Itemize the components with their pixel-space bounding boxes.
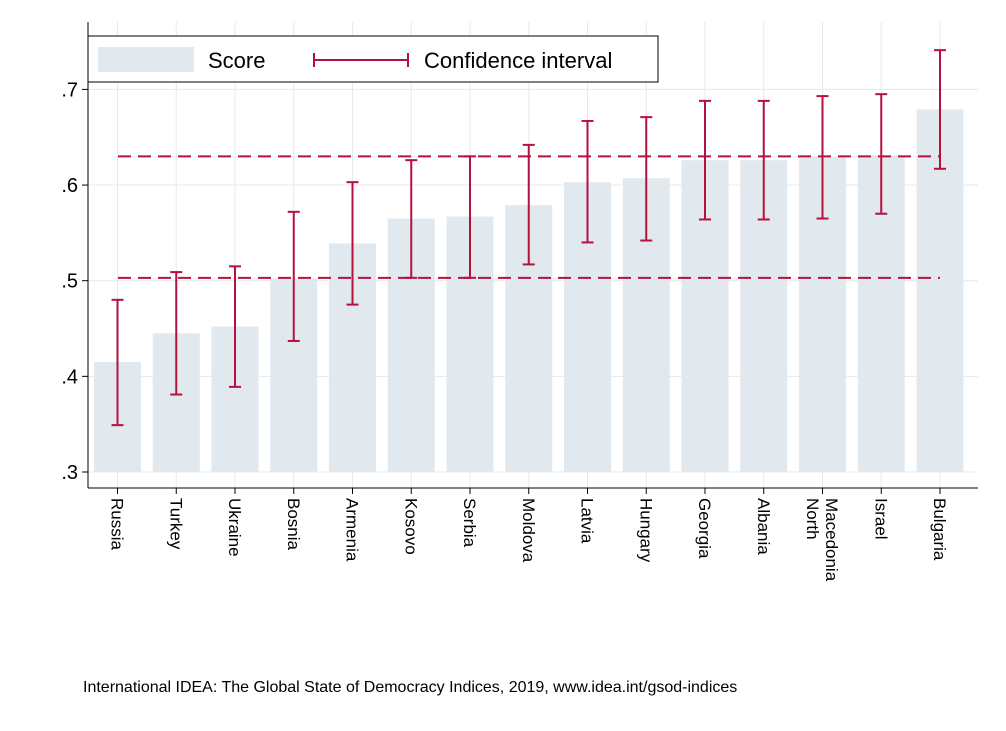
- x-tick-label-13: Israel: [871, 498, 890, 540]
- confidence-intervals: [111, 49, 946, 427]
- x-tick-label-4-line-0: Armenia: [343, 498, 362, 562]
- ci-9: [640, 116, 653, 242]
- legend-ci-label: Confidence interval: [424, 48, 612, 73]
- legend-ci-swatch: [313, 53, 409, 67]
- x-tick-label-9: Hungary: [636, 498, 655, 563]
- x-tick-label-8: Latvia: [578, 498, 597, 544]
- ci-7: [522, 143, 535, 266]
- x-tick-label-8-line-0: Latvia: [578, 498, 597, 544]
- source-note: International IDEA: The Global State of …: [83, 679, 738, 696]
- x-tick-label-0-line-0: Russia: [108, 498, 127, 551]
- ci-6: [464, 155, 476, 279]
- x-tick-label-2: Ukraine: [225, 498, 244, 557]
- y-tick-label-3: .6: [61, 175, 78, 197]
- legend: Score Confidence interval: [87, 35, 659, 83]
- x-tick-label-6: Serbia: [460, 498, 479, 548]
- ci-12: [816, 95, 829, 220]
- x-tick-label-9-line-0: Hungary: [636, 498, 655, 563]
- x-tick-label-10: Georgia: [695, 498, 714, 559]
- y-tick-label-4: .7: [61, 79, 78, 101]
- x-tick-label-12-line-0: North: [803, 498, 822, 540]
- legend-score-label: Score: [208, 48, 265, 73]
- x-tick-label-11-line-0: Albania: [754, 498, 773, 555]
- x-tick-label-12: North Macedonia: [803, 498, 841, 582]
- bar-14: [916, 109, 964, 472]
- x-tick-label-5: Kosovo: [401, 498, 420, 555]
- x-tick-label-2-line-0: Ukraine: [225, 498, 244, 557]
- ci-14: [934, 49, 946, 170]
- x-tick-label-0: Russia: [108, 498, 127, 551]
- ci-10: [699, 99, 711, 221]
- ci-11: [757, 99, 770, 221]
- x-tick-label-1: Turkey: [166, 498, 185, 550]
- x-tick-label-14: Bulgaria: [930, 498, 949, 561]
- x-tick-label-14-line-0: Bulgaria: [930, 498, 949, 561]
- ci-3: [287, 210, 300, 342]
- ci-13: [875, 93, 888, 215]
- x-tick-label-5-line-0: Kosovo: [401, 498, 420, 555]
- y-tick-label-1: .4: [61, 366, 78, 388]
- ci-4: [346, 181, 359, 306]
- x-tick-label-10-line-0: Georgia: [695, 498, 714, 559]
- ci-5: [405, 159, 418, 279]
- y-tick-label-2: .5: [61, 271, 78, 293]
- axes: .3 .4 .5 .6 .7 Russia Turkey Ukraine Bosnia Armen…: [61, 22, 978, 582]
- x-tick-label-4: Armenia: [343, 498, 362, 562]
- ci-2: [229, 265, 241, 388]
- y-tick-label-0: .3: [61, 462, 78, 484]
- x-tick-label-13-line-0: Israel: [871, 498, 890, 540]
- x-tick-label-3: Bosnia: [284, 498, 303, 551]
- ci-0: [111, 298, 124, 427]
- x-tick-label-11: Albania: [754, 498, 773, 555]
- x-tick-label-12-line-1: Macedonia: [822, 498, 841, 582]
- ci-1: [170, 271, 183, 396]
- x-tick-label-3-line-0: Bosnia: [284, 498, 303, 551]
- x-tick-label-7-line-0: Moldova: [519, 498, 538, 563]
- x-tick-label-7: Moldova: [519, 498, 538, 563]
- x-tick-label-6-line-0: Serbia: [460, 498, 479, 548]
- x-tick-label-1-line-0: Turkey: [166, 498, 185, 550]
- legend-score-swatch: [98, 47, 194, 72]
- ci-8: [581, 119, 594, 244]
